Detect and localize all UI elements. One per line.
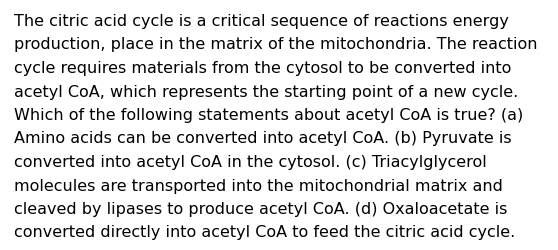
Text: cycle requires materials from the cytosol to be converted into: cycle requires materials from the cytoso… [14, 61, 511, 76]
Text: acetyl CoA, which represents the starting point of a new cycle.: acetyl CoA, which represents the startin… [14, 84, 518, 99]
Text: production, place in the matrix of the mitochondria. The reaction: production, place in the matrix of the m… [14, 37, 537, 52]
Text: cleaved by lipases to produce acetyl CoA. (d) Oxaloacetate is: cleaved by lipases to produce acetyl CoA… [14, 201, 507, 216]
Text: The citric acid cycle is a critical sequence of reactions energy: The citric acid cycle is a critical sequ… [14, 14, 509, 29]
Text: Amino acids can be converted into acetyl CoA. (b) Pyruvate is: Amino acids can be converted into acetyl… [14, 131, 512, 146]
Text: Which of the following statements about acetyl CoA is true? (a): Which of the following statements about … [14, 108, 523, 122]
Text: converted directly into acetyl CoA to feed the citric acid cycle.: converted directly into acetyl CoA to fe… [14, 224, 515, 240]
Text: molecules are transported into the mitochondrial matrix and: molecules are transported into the mitoc… [14, 178, 503, 193]
Text: converted into acetyl CoA in the cytosol. (c) Triacylglycerol: converted into acetyl CoA in the cytosol… [14, 154, 487, 169]
